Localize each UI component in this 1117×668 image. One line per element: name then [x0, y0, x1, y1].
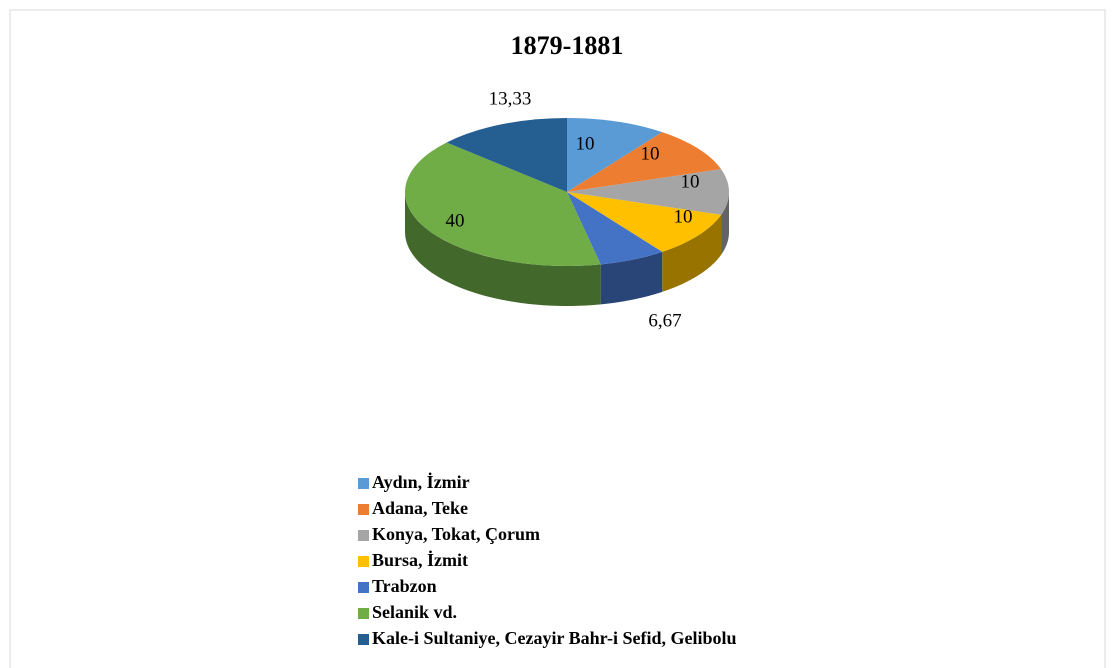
legend-swatch	[358, 478, 369, 489]
slice	[567, 118, 663, 192]
legend-swatch	[358, 582, 369, 593]
data-label: 40	[446, 210, 465, 231]
legend-label: Bursa, İzmit	[372, 550, 468, 570]
slice-side	[662, 214, 722, 292]
slice	[567, 132, 722, 192]
slice	[446, 118, 567, 192]
legend-swatch	[358, 504, 369, 515]
slice	[567, 192, 663, 265]
legend-label: Adana, Teke	[372, 498, 468, 518]
legend-swatch	[358, 634, 369, 645]
chart-frame	[9, 9, 1106, 668]
legend-label: Kale-i Sultaniye, Cezayir Bahr-i Sefid, …	[372, 628, 737, 648]
data-label: 6,67	[648, 310, 681, 331]
slice	[405, 142, 601, 266]
slice	[567, 169, 729, 215]
slice	[567, 192, 722, 252]
legend-label: Trabzon	[372, 576, 437, 596]
chart-title: 1879-1881	[511, 31, 624, 60]
data-label: 13,33	[489, 88, 532, 109]
legend-swatch	[358, 530, 369, 541]
data-label: 10	[641, 143, 660, 164]
slice-side	[600, 251, 663, 305]
data-label: 10	[681, 171, 700, 192]
data-label: 10	[674, 206, 693, 227]
slice-side	[721, 192, 729, 255]
legend-swatch	[358, 608, 369, 619]
slice-side	[405, 192, 601, 306]
legend-swatch	[358, 556, 369, 567]
legend-label: Aydın, İzmir	[372, 472, 470, 492]
legend-label: Konya, Tokat, Çorum	[372, 524, 540, 544]
legend-label: Selanik vd.	[372, 602, 457, 622]
data-label: 10	[576, 133, 595, 154]
